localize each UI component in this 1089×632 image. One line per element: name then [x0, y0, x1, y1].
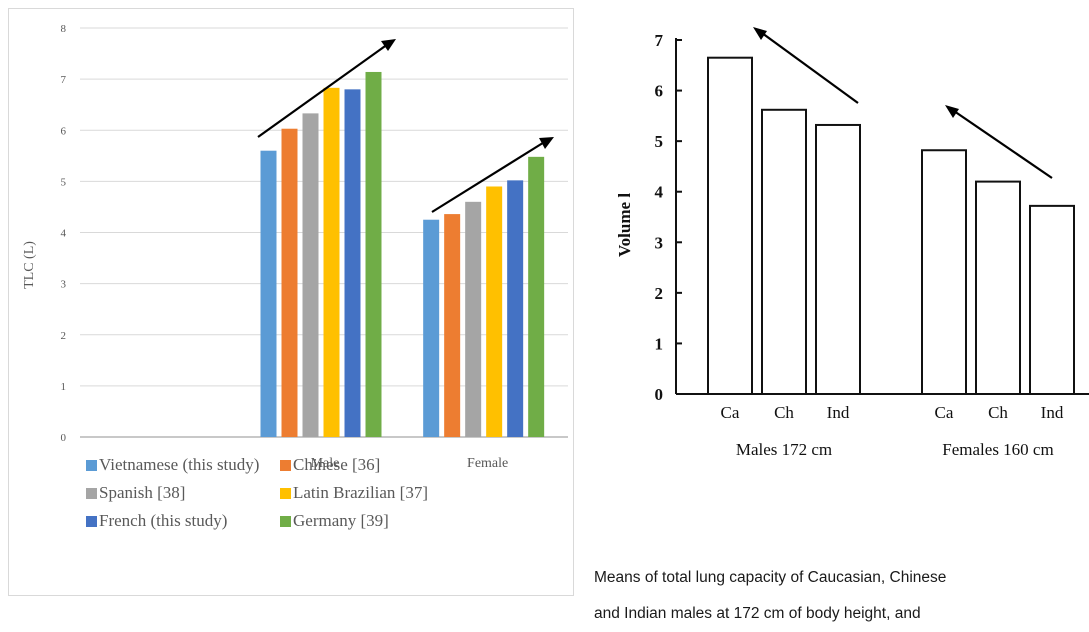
bar — [975, 180, 1021, 395]
bar — [423, 219, 440, 437]
y-tick-label: 3 — [655, 233, 664, 252]
bar — [815, 123, 861, 396]
females-trend-arrowhead — [945, 105, 959, 118]
legend-label: Vietnamese (this study) — [99, 455, 260, 474]
x-category-label: Ca — [721, 403, 740, 422]
y-tick-label: 2 — [61, 330, 67, 342]
y-tick-label: 1 — [61, 381, 67, 393]
y-tick-label: 1 — [655, 334, 664, 353]
volume-axis-label: Volume l — [615, 193, 634, 257]
y-tick-label: 7 — [61, 74, 67, 86]
x-category-label: Ch — [988, 403, 1008, 422]
legend-swatch — [86, 516, 97, 527]
y-tick-label: 8 — [61, 23, 67, 35]
x-category-label: Female — [467, 456, 508, 471]
legend-swatch — [280, 488, 291, 499]
legend-label: French (this study) — [99, 511, 228, 530]
legend-item: Spanish [38] — [86, 483, 185, 503]
male-trend-arrow — [257, 43, 389, 138]
bar — [528, 156, 545, 437]
legend-label: Germany [39] — [293, 511, 389, 530]
y-tick-label: 0 — [655, 385, 664, 404]
x-category-label: Ch — [774, 403, 794, 422]
group-label: Males 172 cm — [736, 440, 832, 459]
legend-swatch — [86, 488, 97, 499]
x-category-label: Ca — [935, 403, 954, 422]
males-trend-arrow — [761, 32, 859, 104]
x-category-label: Ind — [1041, 403, 1064, 422]
tlc-comparison-chart: 0 1 2 3 4 5 6 7 8 Male Female TLC (L) Vietnamese … — [8, 8, 574, 596]
bar — [260, 150, 277, 437]
bar — [761, 108, 807, 395]
bar — [707, 56, 753, 395]
males-trend-arrowhead — [753, 27, 767, 40]
legend-item: Latin Brazilian [37] — [280, 483, 428, 503]
bar — [465, 201, 482, 437]
bar — [444, 214, 461, 437]
lung-volume-figure: 0 1 2 3 4 5 6 7 Ca Ch Ind Males 172 cm Ca Ch Ind Femal… — [580, 0, 1089, 596]
bar — [302, 113, 319, 437]
y-axis-label: TLC (L) — [22, 241, 37, 289]
group-label: Females 160 cm — [942, 440, 1053, 459]
legend-swatch — [280, 516, 291, 527]
y-tick-label: 6 — [61, 125, 67, 137]
legend-swatch — [86, 460, 97, 471]
female-trend-arrow — [431, 140, 547, 213]
y-tick-label: 2 — [655, 284, 664, 303]
legend-label: Chinese [36] — [293, 455, 381, 474]
legend-item: Vietnamese (this study) — [86, 455, 259, 475]
y-tick-label: 6 — [655, 82, 664, 101]
bar — [281, 128, 298, 437]
bar — [365, 71, 382, 437]
legend-swatch — [280, 460, 291, 471]
y-tick-label: 3 — [61, 279, 67, 291]
y-tick-label: 5 — [61, 176, 67, 188]
legend-label: Latin Brazilian [37] — [293, 483, 429, 502]
y-tick-label: 4 — [61, 228, 67, 240]
y-tick-label: 0 — [61, 432, 67, 444]
y-tick-label: 7 — [655, 31, 664, 50]
figure-caption: Means of total lung capacity of Caucasia… — [594, 560, 1089, 632]
bar — [323, 87, 340, 437]
legend-item: French (this study) — [86, 511, 227, 531]
bar — [507, 180, 524, 438]
caption-line-2: and Indian males at 172 cm of body heigh… — [594, 605, 921, 622]
bar — [344, 89, 361, 437]
y-tick-label: 4 — [655, 183, 664, 202]
legend-item: Chinese [36] — [280, 455, 380, 475]
female-trend-arrowhead — [539, 137, 554, 149]
y-tick-label: 5 — [655, 132, 664, 151]
male-trend-arrowhead — [381, 39, 396, 51]
females-trend-arrow — [953, 110, 1053, 179]
bar — [921, 149, 967, 395]
caption-line-1: Means of total lung capacity of Caucasia… — [594, 569, 947, 586]
tlc-chart-svg: 0 1 2 3 4 5 6 7 8 Male Female TLC (L) — [8, 8, 574, 596]
volume-chart-svg: 0 1 2 3 4 5 6 7 Ca Ch Ind Males 172 cm Ca Ch Ind Femal… — [615, 27, 1089, 459]
x-category-label: Ind — [827, 403, 850, 422]
legend-item: Germany [39] — [280, 511, 389, 531]
bar — [1029, 204, 1075, 395]
bar — [486, 186, 503, 437]
x-category-label: Male — [311, 456, 340, 471]
legend-label: Spanish [38] — [99, 483, 186, 502]
